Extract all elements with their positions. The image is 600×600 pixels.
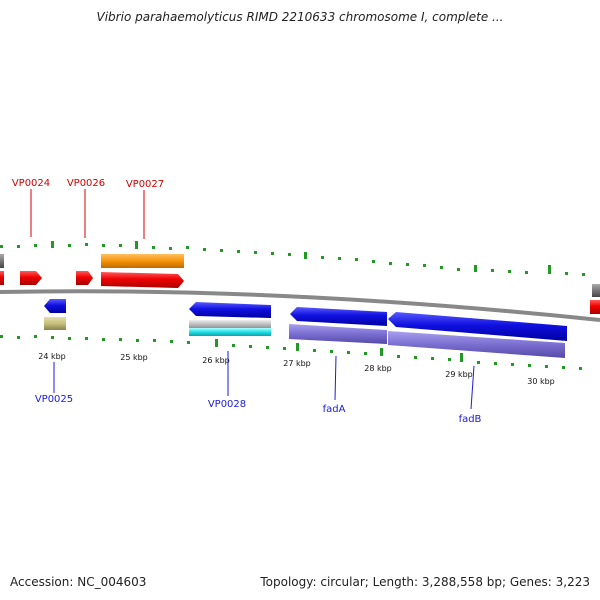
gene-label-fadb[interactable]: fadB [459,414,482,425]
gene-vp0025-arrow[interactable] [44,299,66,313]
scale-label: 24 kbp [38,352,66,361]
fadb-leader-line [470,365,475,410]
scale-label: 29 kbp [445,370,473,379]
accession-text: Accession: NC_004603 [10,575,147,589]
scale-label: 27 kbp [283,359,311,368]
feature-right-edge-bar[interactable] [592,284,600,297]
map-title: Vibrio parahaemolyticus RIMD 2210633 chr… [96,10,504,24]
scale-label: 26 kbp [202,356,230,365]
gene-vp0025-feature-bar[interactable] [44,317,66,330]
fada-leader-line [334,355,337,401]
gene-fadb-feature-bar[interactable] [388,331,565,358]
gene-vp0024-arrow[interactable] [0,271,4,285]
gene-label-vp0026[interactable]: VP0026 [67,178,105,189]
gene-vp0024-arrow[interactable] [20,271,42,285]
gene-right-edge-arrow[interactable] [590,300,600,314]
gene-vp0028-feature-bar[interactable] [189,320,271,329]
scale-label: 28 kbp [364,364,392,373]
scale-labels: 24 kbp 25 kbp 26 kbp 27 kbp 28 kbp 29 kb… [38,352,555,386]
gc-track-inner [0,335,582,370]
gene-fada-arrow[interactable] [290,307,387,326]
gene-label-fada[interactable]: fadA [323,404,346,415]
gene-label-vp0025[interactable]: VP0025 [35,394,73,405]
gene-fada-feature-bar[interactable] [289,324,387,344]
gene-vp0026-arrow[interactable] [76,271,93,285]
gene-fadb-arrow[interactable] [388,312,567,341]
reverse-genes[interactable] [44,299,567,358]
gene-label-vp0024[interactable]: VP0024 [12,178,50,189]
scale-label: 30 kbp [527,377,555,386]
gene-vp0027-feature-bar[interactable] [101,254,184,268]
forward-gene-labels: VP0024 VP0026 VP0027 [12,178,164,239]
backbone-line [0,289,600,322]
gc-track-outer [0,241,585,276]
reverse-gene-labels: VP0025 VP0028 fadA fadB [35,351,482,425]
gene-vp0024-feature-bar[interactable] [0,254,4,268]
gene-vp0027-arrow[interactable] [101,272,184,288]
forward-genes[interactable] [0,254,600,314]
gene-label-vp0028[interactable]: VP0028 [208,399,246,410]
scale-label: 25 kbp [120,353,148,362]
gene-vp0028-arrow[interactable] [189,302,271,318]
topology-text: Topology: circular; Length: 3,288,558 bp… [260,575,590,589]
gene-vp0028-feature-bar-2[interactable] [189,328,271,336]
gene-label-vp0027[interactable]: VP0027 [126,179,164,190]
